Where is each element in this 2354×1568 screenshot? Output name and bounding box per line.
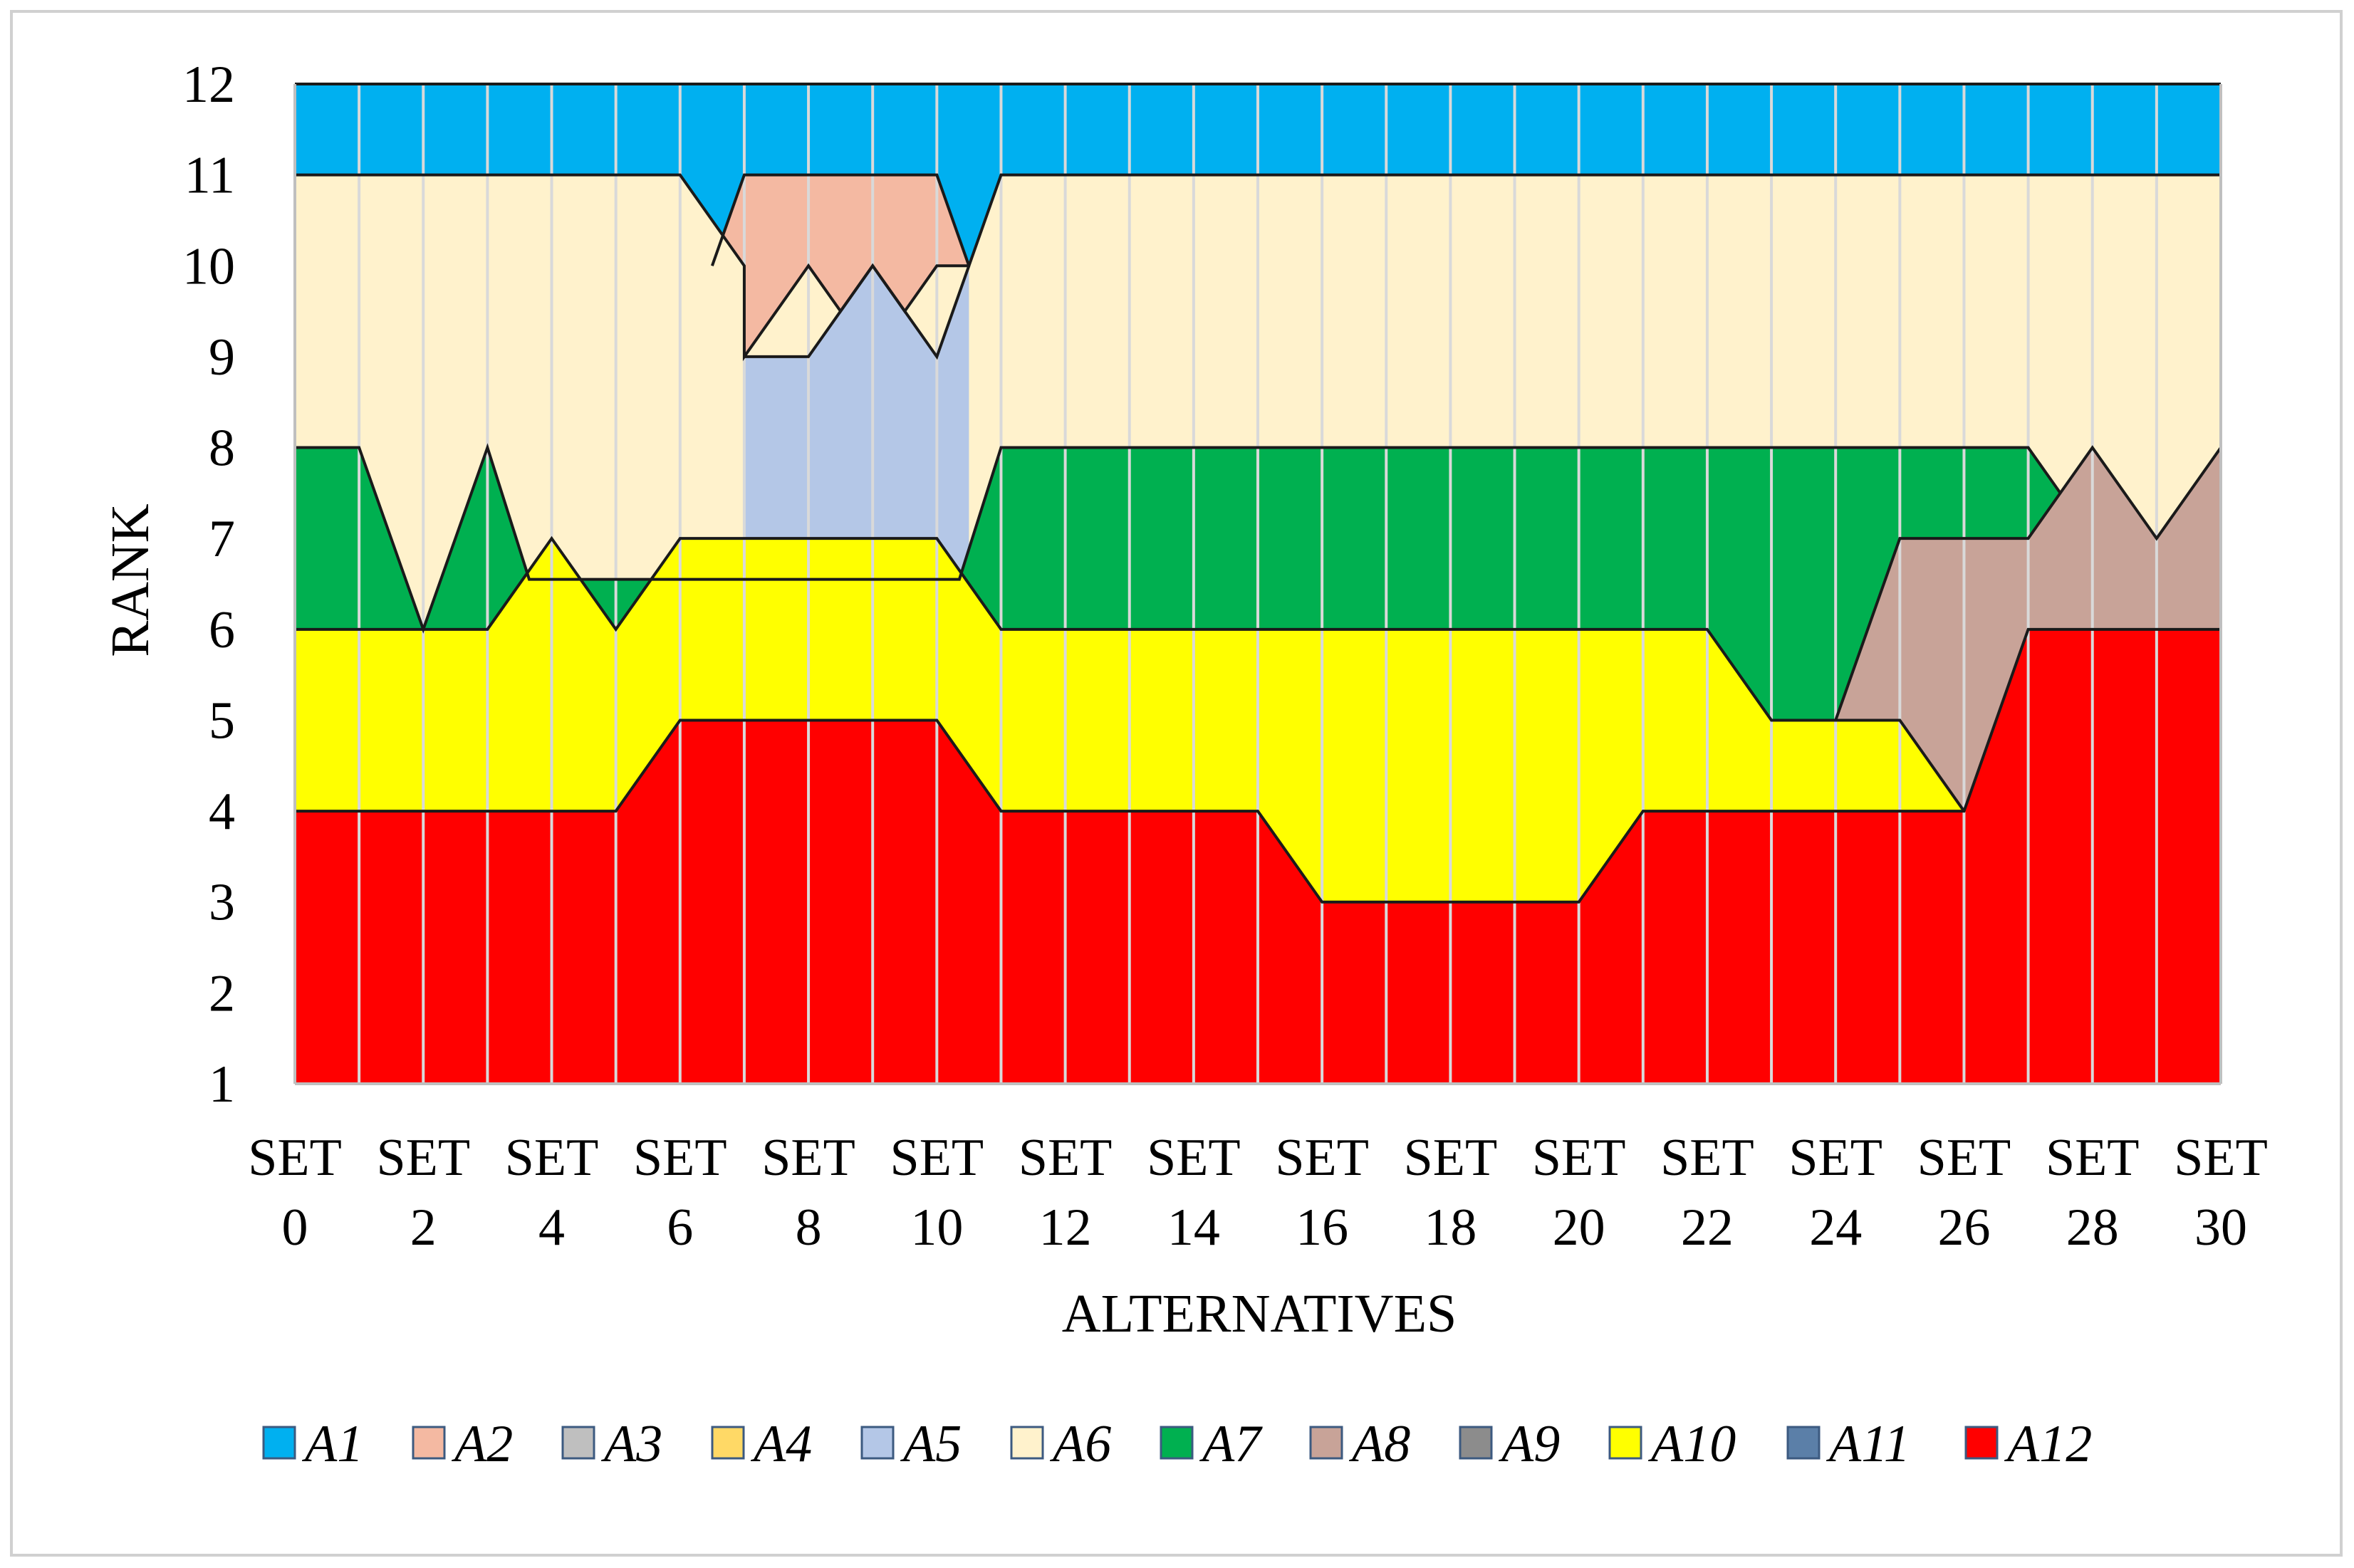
x-tick-label-prefix: SET [1532, 1129, 1626, 1187]
legend-item-a10: A10 [1608, 1415, 1736, 1473]
x-tick-label: 26 [1937, 1198, 1990, 1257]
legend-swatch [561, 1426, 595, 1460]
x-tick-label-prefix: SET [1788, 1129, 1882, 1187]
x-axis-title: ALTERNATIVES [1062, 1284, 1457, 1344]
x-tick-label: 10 [910, 1198, 963, 1257]
legend-swatch [1608, 1426, 1642, 1460]
legend-item-a8: A8 [1309, 1415, 1410, 1473]
x-tick-label: 28 [2066, 1198, 2119, 1257]
x-tick-label-prefix: SET [1019, 1129, 1113, 1187]
legend-label: A12 [2004, 1415, 2092, 1473]
y-tick-label: 3 [209, 874, 235, 932]
legend-label: A7 [1199, 1415, 1263, 1473]
legend-label: A3 [600, 1415, 662, 1473]
boundary-a2 [710, 173, 971, 266]
x-tick-label: 12 [1039, 1198, 1092, 1257]
y-tick-label: 9 [209, 328, 235, 387]
boundary-a6 [295, 173, 2221, 362]
legend-label: A8 [1348, 1415, 1410, 1473]
x-tick-label-prefix: SET [248, 1129, 342, 1187]
x-tick-label: 16 [1296, 1198, 1348, 1257]
boundary-a12 [295, 627, 2221, 904]
x-tick-label: 4 [538, 1198, 565, 1257]
x-tick-label-prefix: SET [1660, 1129, 1754, 1187]
legend-swatch [1010, 1426, 1044, 1460]
x-tick-label-prefix: SET [1404, 1129, 1498, 1187]
y-tick-label: 5 [209, 691, 235, 750]
y-tick-label: 6 [209, 601, 235, 659]
axes [293, 84, 2222, 1085]
boundary-a7 [295, 443, 2062, 634]
x-tick-label: 24 [1809, 1198, 1862, 1257]
legend-label: A10 [1647, 1415, 1736, 1473]
x-tick-label-prefix: SET [2046, 1129, 2140, 1187]
y-tick-label: 10 [182, 237, 235, 296]
x-tick-label-prefix: SET [505, 1129, 599, 1187]
x-tick-label-prefix: SET [890, 1129, 984, 1187]
y-tick-label: 7 [209, 510, 235, 568]
legend-swatch [262, 1426, 296, 1460]
x-tick-label: 18 [1424, 1198, 1477, 1257]
y-tick-label: 8 [209, 419, 235, 478]
legend-item-a2: A2 [412, 1415, 513, 1473]
x-tick-label: 30 [2194, 1198, 2247, 1257]
legend-item-a7: A7 [1160, 1415, 1263, 1473]
x-tick-label: 20 [1553, 1198, 1605, 1257]
legend-label: A11 [1826, 1415, 1910, 1473]
x-tick-label: 0 [282, 1198, 308, 1257]
y-tick-label: 12 [182, 56, 235, 114]
legend-item-a3: A3 [561, 1415, 662, 1473]
legend-label: A5 [900, 1415, 962, 1473]
legend-label: A4 [750, 1415, 812, 1473]
x-tick-label: 8 [796, 1198, 822, 1257]
x-tick-label: 2 [410, 1198, 437, 1257]
legend-label: A1 [301, 1415, 363, 1473]
x-tick-label-prefix: SET [761, 1129, 855, 1187]
legend-label: A9 [1498, 1415, 1560, 1473]
legend-item-a12: A12 [1964, 1415, 2092, 1473]
legend-item-a11: A11 [1786, 1415, 1910, 1473]
y-tick-label: 2 [209, 964, 235, 1023]
legend-swatch [1309, 1426, 1343, 1460]
y-tick-label: 4 [209, 783, 235, 841]
legend: A1 A2 A3 A4 A5 A6 A7 A8 A9 A10 A11 A12 [262, 1415, 2092, 1473]
boundary-lines [295, 83, 2222, 904]
x-tick-label: 22 [1681, 1198, 1734, 1257]
x-tick-label-prefix: SET [2174, 1129, 2268, 1187]
y-axis-title: RANK [100, 503, 160, 657]
legend-swatch [412, 1426, 446, 1460]
x-tick-label-prefix: SET [1275, 1129, 1369, 1187]
legend-item-a9: A9 [1459, 1415, 1560, 1473]
legend-label: A2 [451, 1415, 513, 1473]
legend-item-a6: A6 [1010, 1415, 1111, 1473]
legend-swatch [1160, 1426, 1194, 1460]
legend-item-a5: A5 [860, 1415, 962, 1473]
y-tick-label: 1 [209, 1055, 235, 1114]
legend-swatch [1459, 1426, 1493, 1460]
x-tick-label-prefix: SET [633, 1129, 727, 1187]
legend-swatch [711, 1426, 745, 1460]
x-tick-label-prefix: SET [1147, 1129, 1241, 1187]
boundary-a10 [295, 535, 1966, 812]
x-tick-label: 6 [667, 1198, 693, 1257]
legend-swatch [1786, 1426, 1821, 1460]
x-tick-label-prefix: SET [376, 1129, 470, 1187]
legend-swatch [860, 1426, 895, 1460]
vertical-gridlines [358, 84, 2158, 1084]
x-tick-label: 14 [1167, 1198, 1220, 1257]
legend-item-a4: A4 [711, 1415, 812, 1473]
x-tick-label-prefix: SET [1917, 1129, 2011, 1187]
legend-label: A6 [1049, 1415, 1111, 1473]
legend-item-a1: A1 [262, 1415, 363, 1473]
y-tick-label: 11 [184, 147, 235, 205]
legend-swatch [1964, 1426, 1999, 1460]
x-tick-labels: SET 0 SET 2 SET 4 SET 6 SET 8 SET 10 SET 12 SET 14 SET 16… [248, 1129, 2268, 1257]
